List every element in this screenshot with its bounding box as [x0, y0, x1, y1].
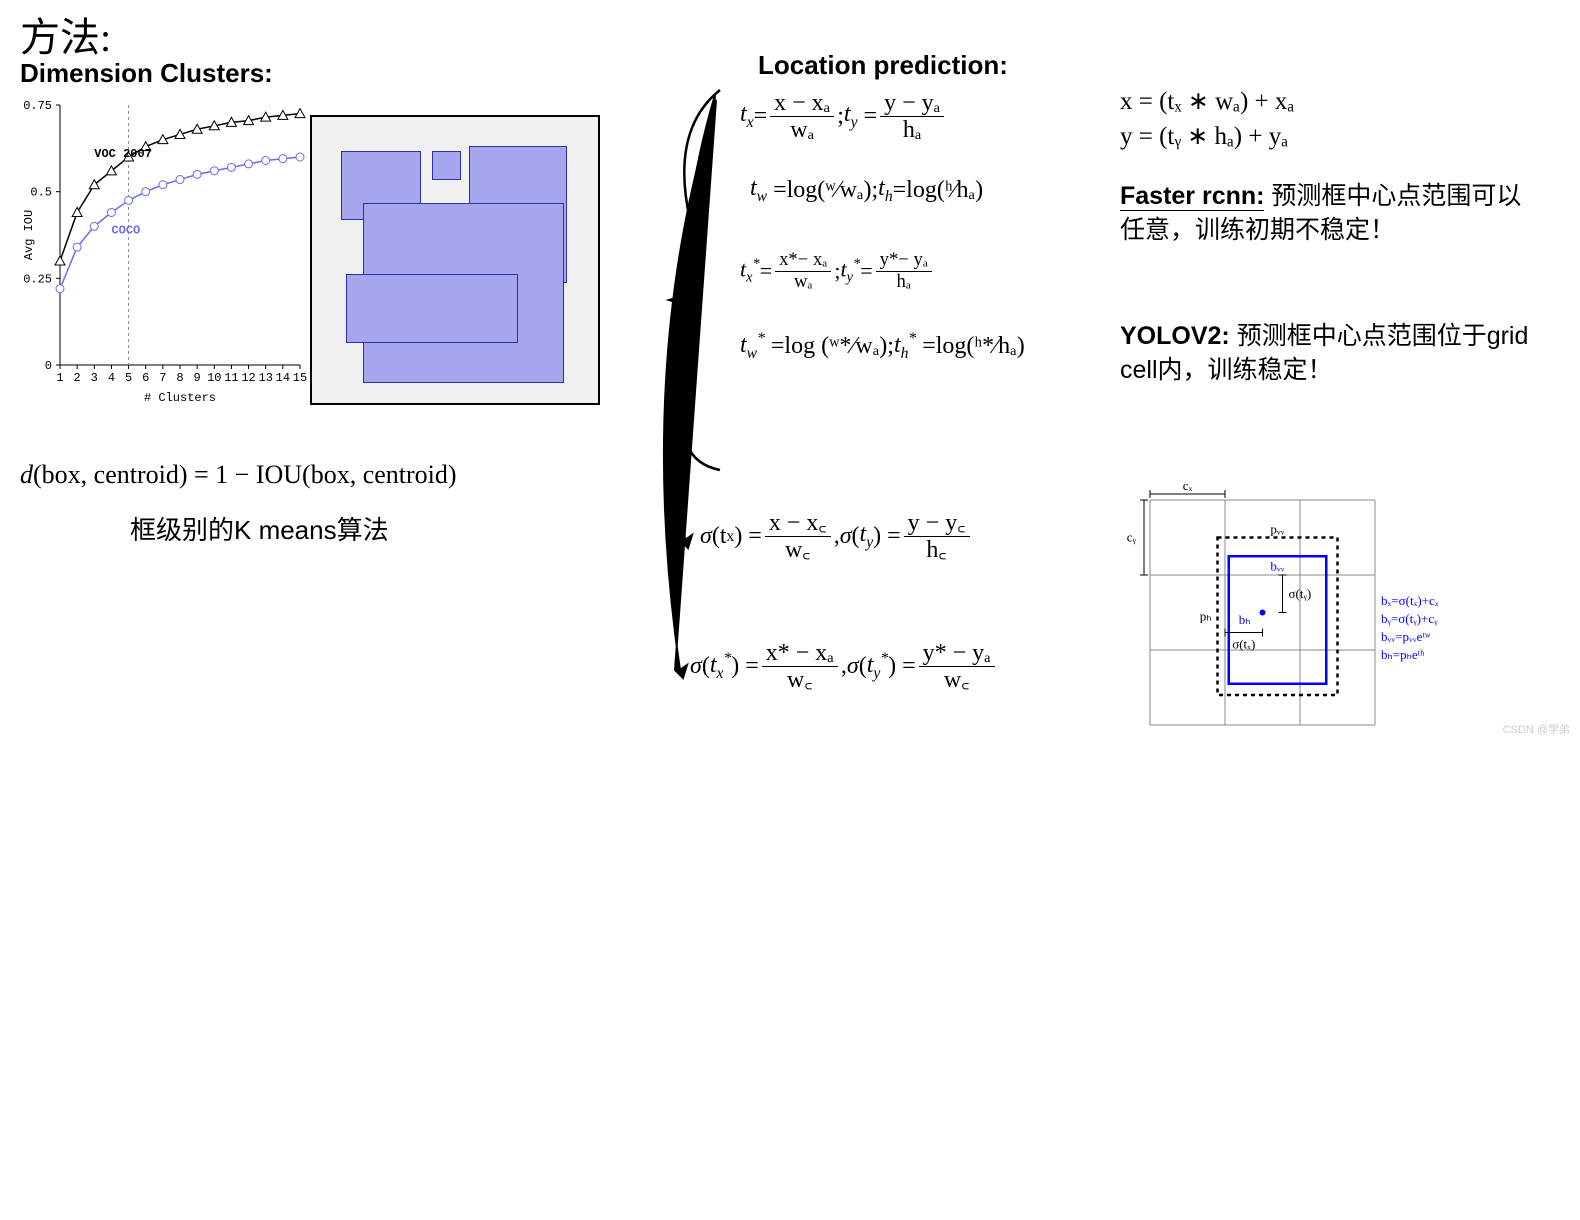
svg-text:14: 14 [276, 371, 290, 385]
svg-text:5: 5 [125, 371, 132, 385]
yolov2-note: YOLOV2: 预测框中心点范围位于grid cell内，训练稳定！ [1120, 320, 1550, 388]
eq-tw-star: tw* = log (ʷ*⁄wₐ); th* = log(ʰ*⁄hₐ) [740, 330, 1025, 363]
svg-text:0.5: 0.5 [30, 186, 52, 200]
svg-text:pₕ: pₕ [1200, 608, 1212, 623]
cluster-box-illustration [310, 115, 600, 405]
bbox-grid-diagram: cₓ cᵧ pᵥᵥ pₕ bᵥᵥ bₕ σ(tₓ) σ(tᵧ) bₓ=σ(tₓ)+cₓ bᵧ=σ(… [1100, 480, 1580, 1220]
right-eq-y: y = (tᵧ ∗ hₐ) + yₐ [1120, 120, 1288, 154]
right-eq-x: x = (tₓ ∗ wₐ) + xₐ [1120, 85, 1294, 119]
eq-tw-th: tw = log(ʷ⁄wₐ) ; th = log(ʰ⁄hₐ) [750, 175, 983, 206]
svg-text:bᵧ=σ(tᵧ)+cᵧ: bᵧ=σ(tᵧ)+cᵧ [1381, 611, 1438, 627]
svg-text:0: 0 [45, 359, 52, 373]
distance-formula: d(box, centroid) = 1 − IOU(box, centroid… [20, 460, 457, 490]
eq-tx-star: tx* = x*− xₐwₐ; ty* = y*− yₐhₐ [740, 250, 935, 292]
svg-text:bᵥᵥ: bᵥᵥ [1270, 558, 1284, 573]
svg-text:# Clusters: # Clusters [144, 391, 216, 405]
main-title: 方法: [20, 5, 111, 63]
svg-text:7: 7 [159, 371, 166, 385]
svg-text:pᵥᵥ: pᵥᵥ [1270, 522, 1284, 537]
svg-text:0.75: 0.75 [23, 99, 52, 113]
svg-text:0.25: 0.25 [23, 272, 52, 286]
svg-text:15: 15 [293, 371, 307, 385]
svg-text:12: 12 [241, 371, 255, 385]
svg-text:6: 6 [142, 371, 149, 385]
faster-rcnn-note: Faster rcnn: 预测框中心点范围可以任意，训练初期不稳定！ [1120, 180, 1540, 248]
location-prediction-heading: Location prediction: [758, 50, 1008, 81]
svg-text:σ(tₓ): σ(tₓ) [1232, 637, 1255, 652]
svg-text:1: 1 [56, 371, 63, 385]
svg-text:10: 10 [207, 371, 221, 385]
eq-tx-ty: tx = x − xₐwₐ; ty = y − yₐhₐ [740, 90, 947, 144]
svg-text:2: 2 [74, 371, 81, 385]
svg-text:bₓ=σ(tₓ)+cₓ: bₓ=σ(tₓ)+cₓ [1381, 593, 1439, 608]
svg-text:VOC 2007: VOC 2007 [94, 147, 152, 161]
svg-text:COCO: COCO [111, 223, 140, 237]
svg-text:cₓ: cₓ [1183, 480, 1193, 493]
svg-text:Avg IOU: Avg IOU [22, 210, 36, 260]
dimension-clusters-heading: Dimension Clusters: [20, 58, 273, 89]
svg-text:9: 9 [194, 371, 201, 385]
svg-text:bᵥᵥ=pᵥᵥeᵗʷ: bᵥᵥ=pᵥᵥeᵗʷ [1381, 629, 1431, 644]
svg-text:3: 3 [91, 371, 98, 385]
curly-braces-icon [640, 80, 750, 710]
watermark: CSDN @学弟 [1503, 721, 1570, 737]
svg-text:4: 4 [108, 371, 115, 385]
kmeans-caption: 框级别的K means算法 [130, 510, 389, 547]
svg-text:bₕ: bₕ [1239, 612, 1251, 627]
svg-text:11: 11 [224, 371, 238, 385]
svg-text:σ(tᵧ): σ(tᵧ) [1289, 586, 1312, 602]
svg-text:cᵧ: cᵧ [1127, 530, 1137, 546]
svg-text:8: 8 [176, 371, 183, 385]
svg-text:bₕ=pₕeᵗʰ: bₕ=pₕeᵗʰ [1381, 647, 1424, 662]
svg-text:13: 13 [259, 371, 273, 385]
